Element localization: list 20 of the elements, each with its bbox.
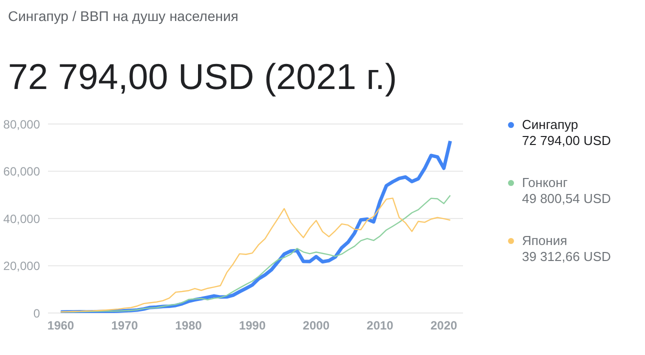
chart-title: Сингапур / ВВП на душу населения bbox=[8, 8, 238, 24]
x-tick-label: 1960 bbox=[47, 318, 74, 333]
x-tick-label: 2000 bbox=[302, 318, 330, 333]
text: 49 800,54 USD bbox=[522, 191, 611, 207]
legend-label: Гонконг bbox=[522, 175, 569, 191]
y-tick-label: 0 bbox=[33, 306, 40, 320]
text: 39 312,66 USD bbox=[522, 249, 611, 265]
x-tick-label: 1980 bbox=[175, 318, 202, 333]
x-tick-label: 2010 bbox=[366, 318, 394, 333]
y-tick-label: 80,000 bbox=[3, 117, 40, 132]
x-tick-label: 1990 bbox=[238, 318, 266, 333]
y-tick-label: 60,000 bbox=[3, 164, 40, 179]
text: 72 794,00 USD bbox=[522, 133, 611, 149]
legend-label: Япония bbox=[522, 233, 568, 249]
legend-label: Сингапур bbox=[522, 117, 580, 133]
y-tick-label: 20,000 bbox=[3, 259, 40, 274]
y-tick-label: 40,000 bbox=[3, 212, 40, 226]
chart-subtitle: 72 794,00 USD (2021 г.) bbox=[8, 56, 397, 98]
x-tick-label: 2020 bbox=[430, 318, 458, 333]
x-tick-label: 1970 bbox=[111, 318, 138, 333]
